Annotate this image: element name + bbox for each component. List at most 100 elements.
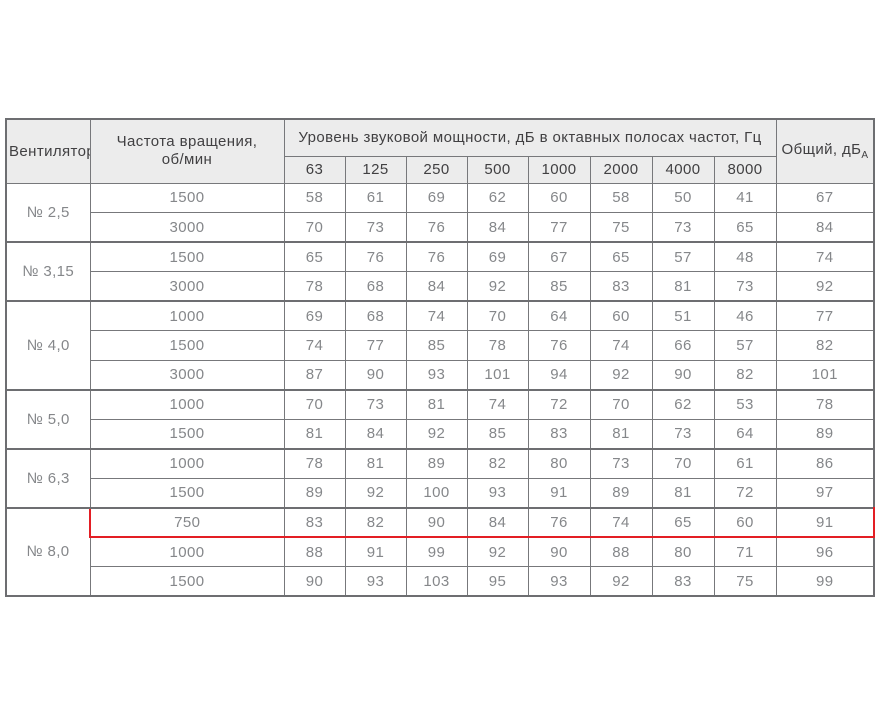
octave-level-cell: 48: [713, 241, 777, 272]
octave-level-cell: 91: [344, 536, 407, 567]
octave-level-cell: 92: [589, 566, 653, 597]
octave-level-cell: 74: [405, 300, 468, 331]
table-row: 3000 70 73 76 84 77 75 73 65 84: [6, 212, 875, 243]
octave-level-cell: 51: [651, 300, 715, 331]
octave-level-cell: 78: [283, 447, 346, 479]
total-level-cell: 74: [775, 241, 875, 272]
octave-level-cell: 61: [344, 182, 407, 213]
octave-level-cell: 73: [589, 447, 653, 479]
octave-level-cell: 73: [713, 271, 777, 302]
octave-level-cell: 65: [651, 506, 715, 538]
octave-level-cell: 92: [589, 359, 653, 390]
octave-level-cell: 64: [713, 418, 777, 449]
octave-level-cell: 62: [466, 182, 529, 213]
octave-level-cell: 80: [527, 447, 591, 479]
rpm-cell: 3000: [89, 359, 285, 390]
octave-level-cell: 90: [283, 566, 346, 597]
octave-level-cell: 50: [651, 182, 715, 213]
frequency-header: 250: [405, 155, 468, 184]
octave-level-cell: 69: [466, 241, 529, 272]
fan-label-cell: № 8,0: [5, 506, 91, 597]
octave-level-cell: 72: [527, 388, 591, 420]
octave-level-cell: 80: [651, 536, 715, 567]
octave-level-cell: 73: [344, 388, 407, 420]
octave-level-cell: 70: [589, 388, 653, 420]
octave-level-cell: 83: [589, 271, 653, 302]
octave-level-cell: 67: [527, 241, 591, 272]
fan-label-cell: № 2,5: [5, 182, 91, 243]
octave-level-cell: 53: [713, 388, 777, 420]
table-header: Вентилятор Частота вращения, об/мин Уров…: [5, 118, 875, 184]
octave-level-cell: 65: [589, 241, 653, 272]
octave-level-cell: 94: [527, 359, 591, 390]
table-body: № 2,5 1500 58 61 69 62 60 58 50 41 67 3000 70 73 76 84 7…: [5, 182, 876, 597]
total-level-cell: 77: [775, 300, 875, 331]
octave-level-cell: 93: [344, 566, 407, 597]
octave-level-cell: 83: [283, 506, 346, 538]
octave-level-cell: 84: [344, 418, 407, 449]
octave-level-cell: 92: [344, 477, 407, 508]
octave-level-cell: 100: [405, 477, 468, 508]
octave-level-cell: 84: [405, 271, 468, 302]
octave-level-cell: 85: [527, 271, 591, 302]
octave-level-cell: 61: [713, 447, 777, 479]
octave-level-cell: 82: [344, 506, 407, 538]
octave-level-cell: 93: [527, 566, 591, 597]
rpm-cell: 1000: [89, 300, 285, 331]
header-total-label: Общий, дБ: [781, 141, 862, 159]
octave-level-cell: 92: [405, 418, 468, 449]
octave-level-cell: 68: [344, 271, 407, 302]
total-level-cell: 91: [775, 506, 876, 538]
octave-level-cell: 76: [344, 241, 407, 272]
octave-level-cell: 99: [405, 536, 468, 567]
frequency-header: 4000: [651, 155, 715, 184]
rpm-cell: 1000: [89, 536, 285, 567]
header-rpm-line2: об/мин: [161, 151, 213, 169]
octave-level-cell: 76: [527, 330, 591, 361]
header-sound-power-group: Уровень звуковой мощности, дБ в октавных…: [283, 118, 777, 157]
octave-level-cell: 76: [405, 212, 468, 243]
total-level-cell: 89: [775, 418, 875, 449]
octave-level-cell: 75: [713, 566, 777, 597]
octave-level-cell: 77: [344, 330, 407, 361]
table-row: 1500 89 92 100 93 91 89 81 72 97: [6, 477, 875, 508]
octave-level-cell: 90: [344, 359, 407, 390]
octave-level-cell: 57: [651, 241, 715, 272]
octave-level-cell: 83: [651, 566, 715, 597]
table-row: 3000 78 68 84 92 85 83 81 73 92: [6, 271, 875, 302]
table-row: 3000 87 90 93 101 94 92 90 82 101: [6, 359, 875, 390]
total-level-cell: 92: [775, 271, 875, 302]
octave-level-cell: 60: [713, 506, 777, 538]
octave-level-cell: 90: [527, 536, 591, 567]
octave-level-cell: 90: [405, 506, 468, 538]
octave-level-cell: 70: [283, 388, 346, 420]
octave-level-cell: 81: [651, 477, 715, 508]
octave-level-cell: 60: [589, 300, 653, 331]
octave-level-cell: 103: [405, 566, 468, 597]
octave-level-cell: 87: [283, 359, 346, 390]
octave-level-cell: 93: [405, 359, 468, 390]
octave-level-cell: 66: [651, 330, 715, 361]
frequency-header: 2000: [589, 155, 653, 184]
octave-level-cell: 90: [651, 359, 715, 390]
octave-level-cell: 89: [405, 447, 468, 479]
frequency-header: 125: [344, 155, 407, 184]
octave-level-cell: 83: [527, 418, 591, 449]
total-level-cell: 84: [775, 212, 875, 243]
table-row: № 3,15 1500 65 76 76 69 67 65 57 48 74: [5, 241, 875, 302]
table-row: № 5,0 1000 70 73 81 74 72 70 62 53 78: [5, 388, 875, 449]
octave-level-cell: 75: [589, 212, 653, 243]
total-level-cell: 99: [775, 566, 875, 597]
table-row: 1500 74 77 85 78 76 74 66 57 82: [6, 330, 875, 361]
fan-label-cell: № 3,15: [5, 241, 91, 302]
frequency-header: 500: [466, 155, 529, 184]
total-level-cell: 97: [775, 477, 875, 508]
octave-level-cell: 70: [466, 300, 529, 331]
header-total-subscript: А: [861, 150, 869, 162]
octave-level-cell: 77: [527, 212, 591, 243]
octave-level-cell: 84: [466, 506, 529, 538]
octave-level-cell: 74: [466, 388, 529, 420]
total-level-cell: 78: [775, 388, 875, 420]
rpm-cell: 3000: [89, 271, 285, 302]
